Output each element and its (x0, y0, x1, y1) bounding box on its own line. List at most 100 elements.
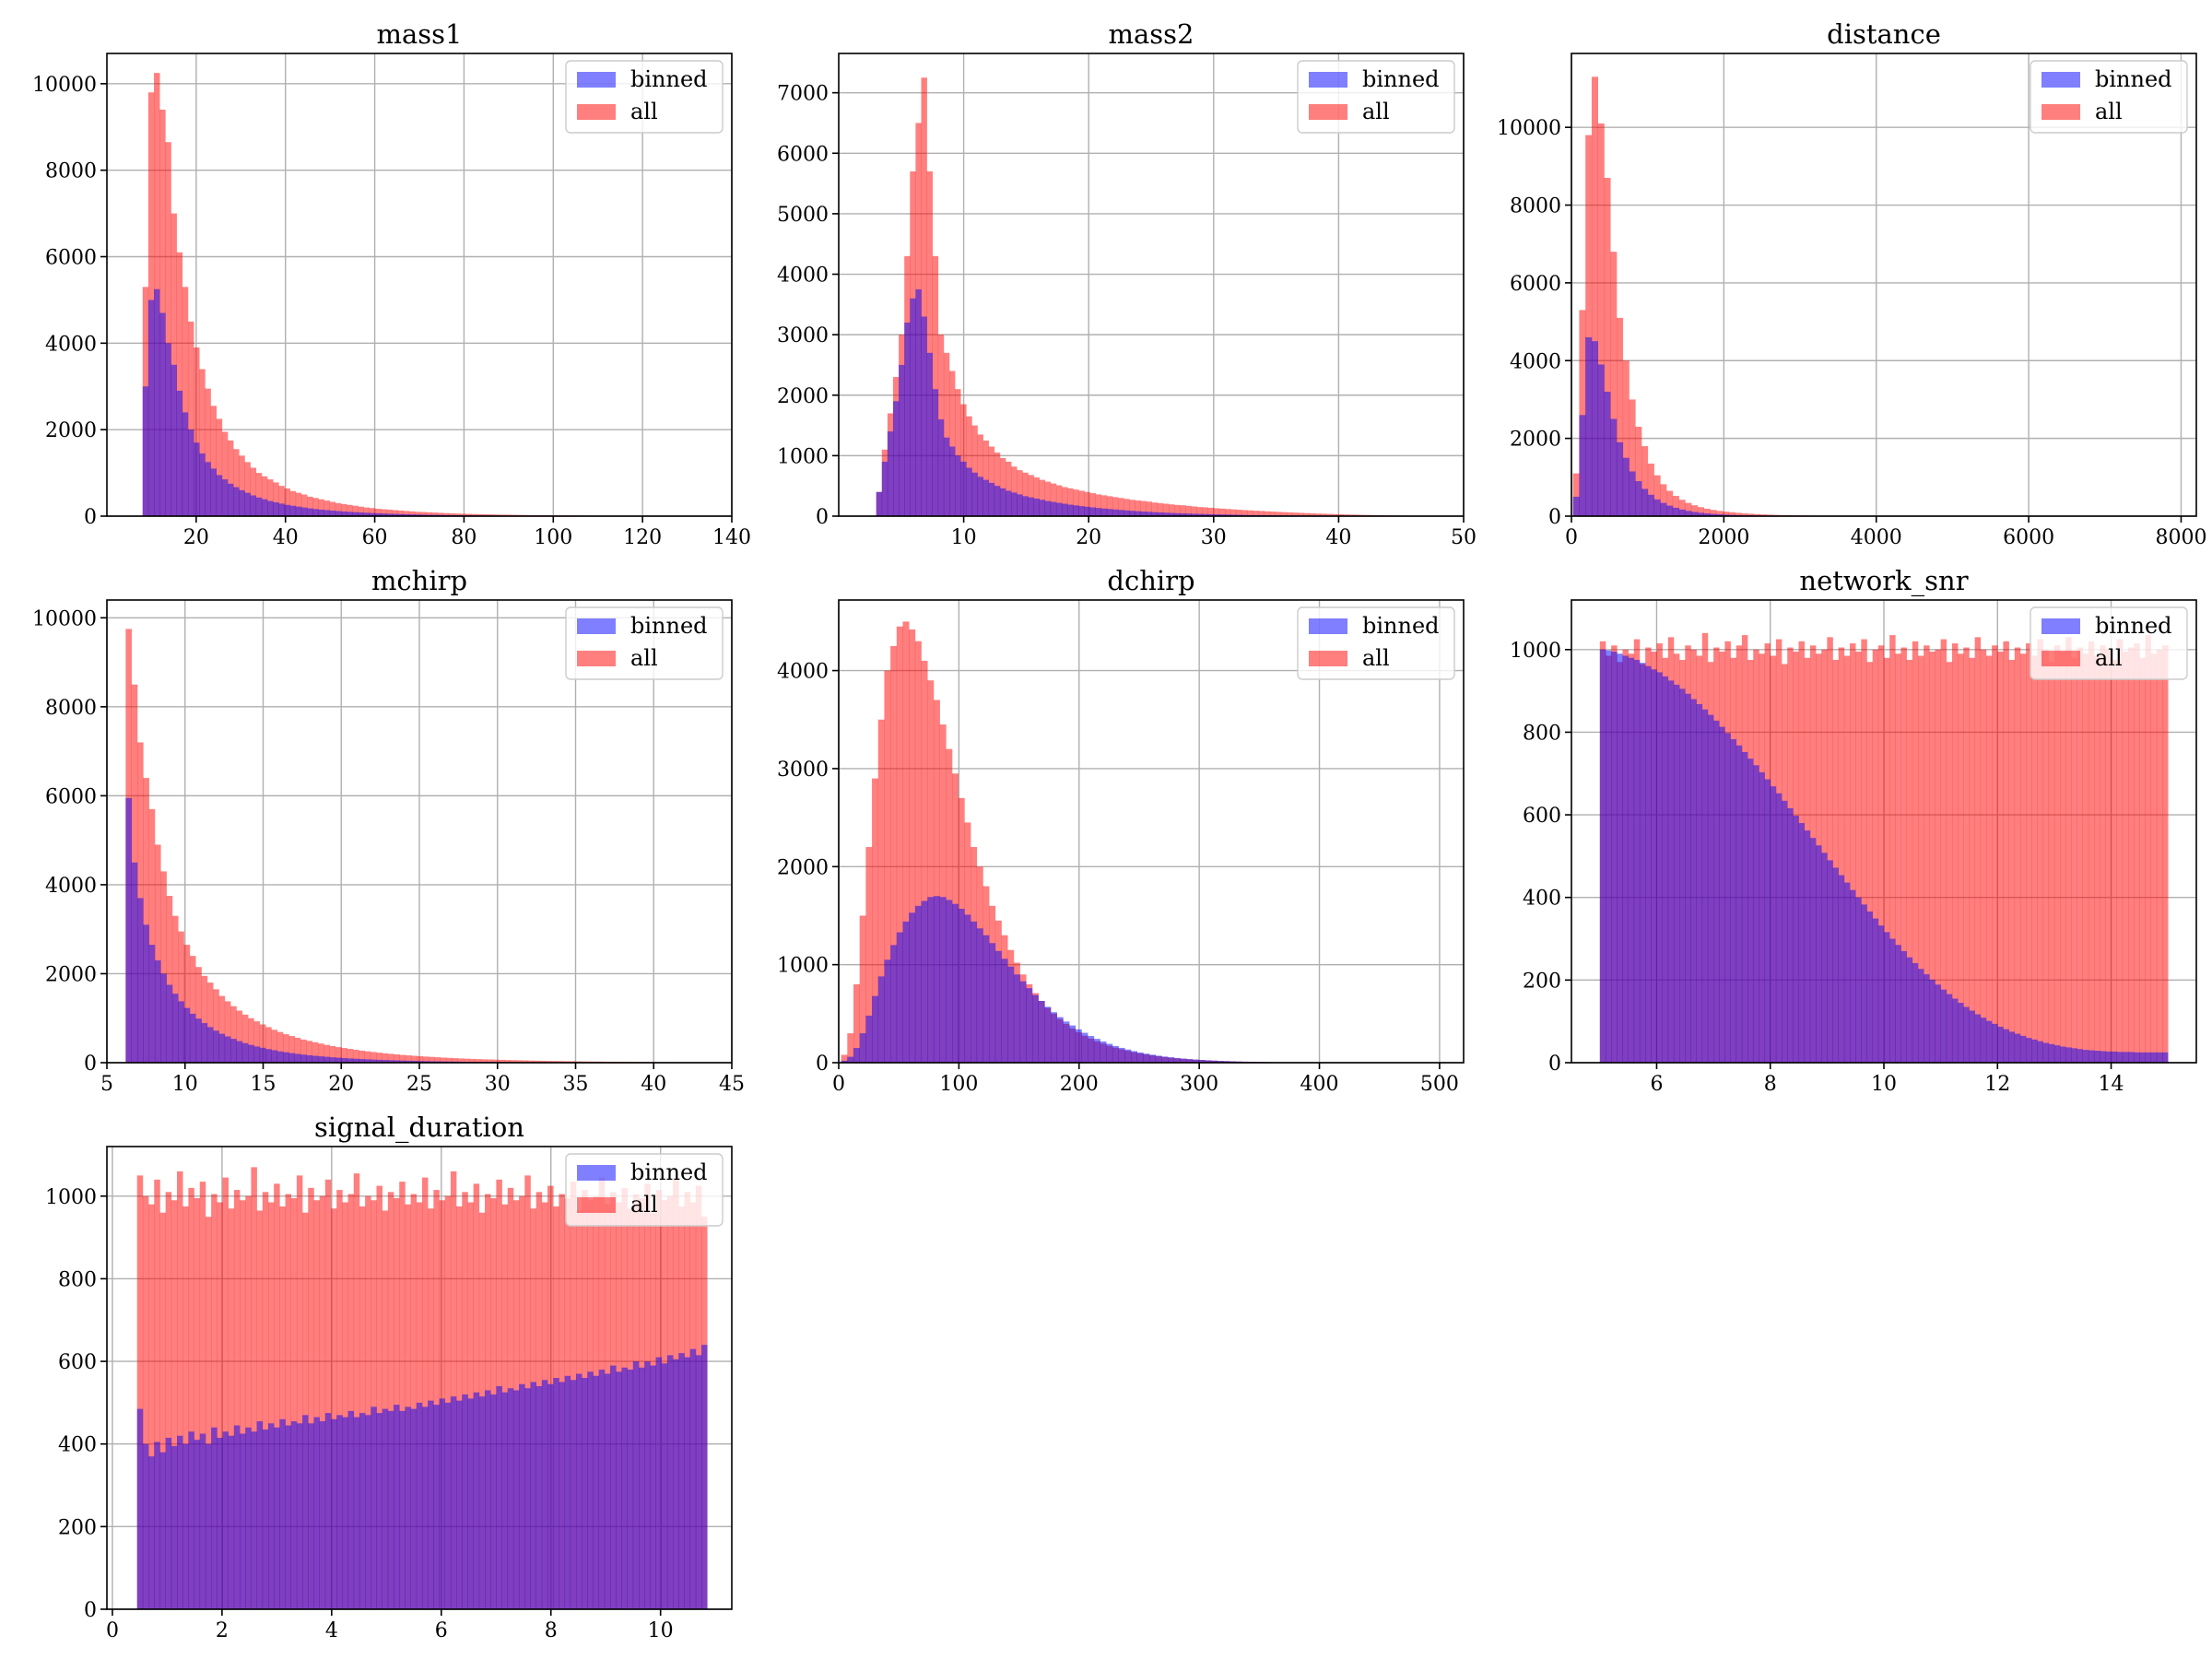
bar-all (909, 629, 916, 1063)
bar-all (515, 1060, 523, 1063)
bar-all (1095, 494, 1102, 516)
bar-all (1118, 498, 1124, 516)
bar-binned (892, 401, 900, 516)
legend-swatch-all (1309, 104, 1347, 120)
bar-binned (245, 1427, 252, 1609)
bar-binned (1067, 504, 1074, 516)
bar-binned (403, 513, 410, 516)
bar-binned (1707, 714, 1714, 1063)
bar-binned (1006, 490, 1012, 516)
bar-binned (125, 797, 132, 1063)
bar-all (1202, 507, 1208, 516)
x-tick-label: 20 (328, 1073, 354, 1096)
y-tick-label: 2000 (777, 385, 829, 408)
bar-binned (347, 1058, 354, 1063)
legend: binned all (1297, 60, 1455, 134)
bar-all (1843, 655, 1851, 1063)
bar-all (457, 1058, 465, 1063)
bar-all (1917, 655, 1924, 1063)
bar-all (374, 509, 382, 516)
bar-all (2008, 659, 2016, 1063)
bar-all (1314, 513, 1322, 516)
bar-binned (1044, 1006, 1052, 1063)
bar-binned (313, 1417, 320, 1609)
bar-binned (1719, 726, 1725, 1063)
bar-all (859, 915, 866, 1063)
y-tick-label: 8000 (45, 697, 97, 720)
bar-all (1062, 487, 1068, 516)
bar-all (488, 514, 495, 516)
bar-all (2111, 659, 2118, 1063)
bar-binned (977, 477, 983, 516)
bar-all (437, 512, 444, 516)
bar-binned (1136, 1052, 1144, 1063)
bar-binned (587, 1371, 594, 1609)
bar-binned (2088, 1050, 2095, 1063)
bar-all (1722, 512, 1730, 516)
bar-binned (927, 897, 935, 1063)
series-binned (876, 288, 1422, 516)
bar-binned (1051, 1012, 1058, 1063)
bar-all (994, 453, 1001, 516)
subplot-network-snr: 6 8 10 12 14 0 200 400 600 800 1000 network_snrbinn… (1510, 565, 2197, 1096)
bar-binned (915, 288, 922, 516)
x-tick-label: 0 (1565, 526, 1578, 549)
subplot-dchirp: 0 100 200 300 400 500 0 1000 2000 3000 4000 dchirp b… (777, 565, 1465, 1096)
bar-all (403, 511, 410, 516)
bar-all (142, 1195, 149, 1609)
y-tick-label: 8000 (1510, 195, 1561, 218)
bar-binned (1192, 1059, 1199, 1063)
bar-binned (859, 1033, 866, 1063)
bar-all (399, 1182, 406, 1609)
bar-binned (1202, 513, 1208, 516)
bar-all (1622, 360, 1630, 516)
bar-all (171, 915, 179, 1063)
bar-binned (160, 973, 167, 1063)
bar-binned (284, 504, 290, 516)
bar-all (177, 1171, 183, 1609)
bar-binned (1997, 1027, 2004, 1063)
bar-all (386, 509, 393, 516)
x-tick-label: 400 (1300, 1073, 1339, 1096)
bar-binned (1089, 507, 1096, 516)
x-tick-label: 500 (1420, 1073, 1459, 1096)
bar-all (369, 508, 376, 516)
subplot-title: dchirp (1107, 565, 1194, 596)
bar-binned (259, 1047, 266, 1063)
bar-all (522, 1060, 528, 1063)
bar-all (1028, 475, 1034, 516)
bar-all (2139, 657, 2146, 1063)
bar-all (2082, 653, 2089, 1063)
bar-binned (387, 1060, 394, 1063)
bar-all (221, 431, 229, 516)
bar-binned (239, 489, 245, 516)
bar-all (1230, 509, 1237, 516)
bar-binned (205, 462, 211, 516)
bar-binned (262, 1430, 269, 1609)
bar-all (259, 1024, 266, 1063)
bar-all (1241, 510, 1248, 516)
legend: binned all (565, 60, 724, 134)
bar-binned (876, 491, 883, 516)
bar-all (394, 1054, 400, 1063)
bar-binned (1685, 693, 1691, 1063)
bar-all (411, 1055, 418, 1063)
bar-binned (397, 513, 404, 516)
bar-binned (1832, 867, 1839, 1063)
y-tick-label: 10000 (32, 74, 97, 97)
bar-all (481, 1059, 488, 1063)
bar-binned (331, 1418, 337, 1609)
bar-binned (364, 1059, 371, 1063)
bar-all (1006, 461, 1012, 516)
bar-binned (274, 1427, 280, 1609)
bar-binned (490, 1394, 497, 1609)
bar-all (1325, 513, 1333, 516)
bar-binned (1662, 676, 1669, 1063)
bar-binned (1088, 1036, 1095, 1063)
bar-all (2026, 643, 2032, 1063)
x-tick-label: 30 (1201, 526, 1227, 549)
bar-all (1196, 507, 1203, 516)
bar-binned (251, 1431, 257, 1609)
bar-all (1924, 645, 1930, 1063)
